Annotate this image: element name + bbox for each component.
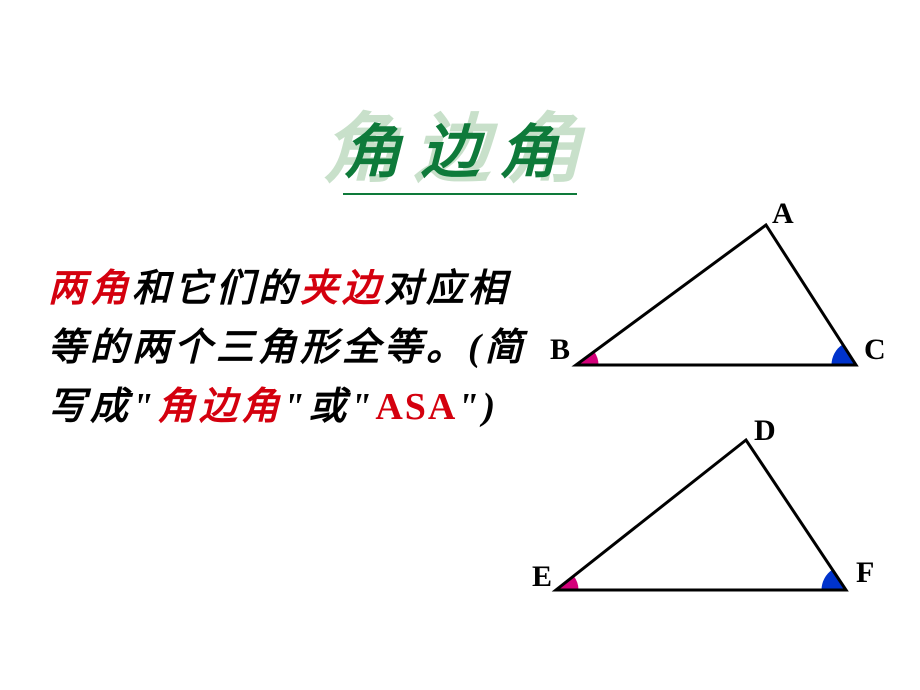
triangle-def: DEF xyxy=(536,430,876,610)
vertex-label-a: A xyxy=(772,197,794,231)
vertex-label-e: E xyxy=(532,560,552,594)
text-seg-5: "或" xyxy=(283,386,375,428)
vertex-label-b: B xyxy=(550,333,570,367)
text-seg-asa: ASA xyxy=(375,386,457,428)
text-seg-0: 两角 xyxy=(48,268,132,310)
title-main: 角边角 xyxy=(343,105,577,195)
triangle-abc: ABC xyxy=(556,215,876,385)
text-seg-4: 角边角 xyxy=(157,386,283,428)
text-seg-1: 和它们的 xyxy=(132,268,300,310)
vertex-label-f: F xyxy=(856,556,874,590)
slide: 角边角 角边角 两角和它们的夹边对应相等的两个三角形全等。(简写成"角边角"或"… xyxy=(0,0,920,690)
theorem-text: 两角和它们的夹边对应相等的两个三角形全等。(简写成"角边角"或"ASA") xyxy=(48,260,528,437)
title-block: 角边角 角边角 xyxy=(0,105,920,195)
text-seg-2: 夹边 xyxy=(300,268,384,310)
text-seg-7: ") xyxy=(457,386,499,428)
vertex-label-c: C xyxy=(864,333,886,367)
vertex-label-d: D xyxy=(754,414,776,448)
